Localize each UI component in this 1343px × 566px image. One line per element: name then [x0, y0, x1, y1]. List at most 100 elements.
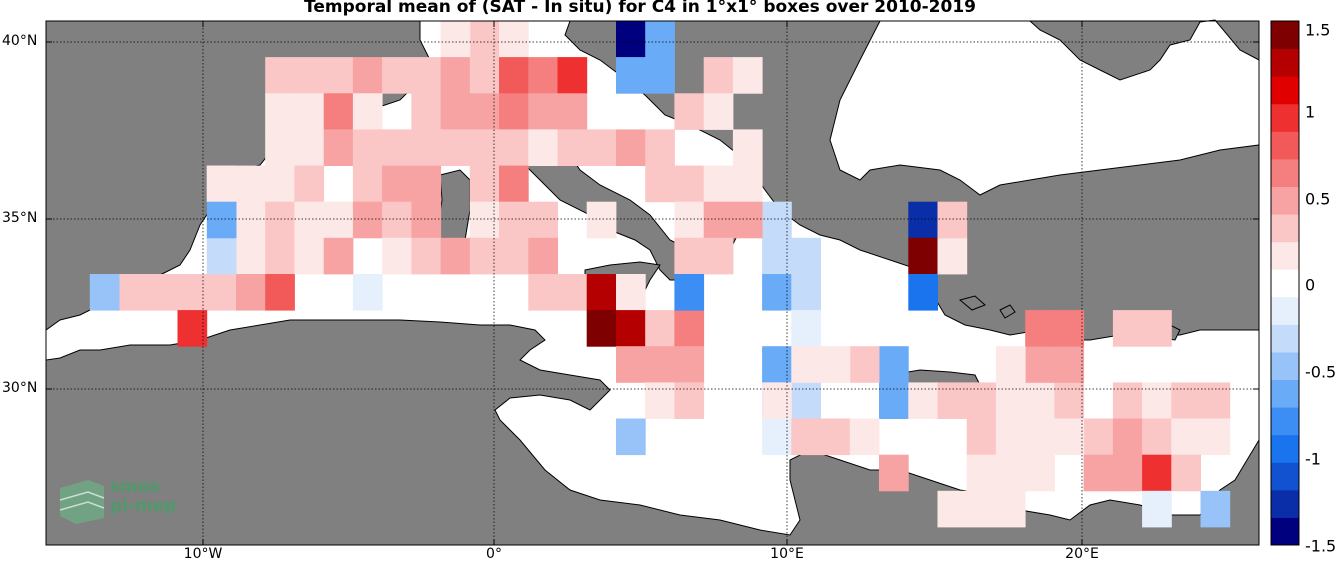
data-cell — [469, 93, 500, 130]
data-cell — [820, 418, 851, 456]
colorbar-swatch — [1271, 103, 1299, 132]
data-cell — [1142, 382, 1172, 419]
data-cell — [294, 93, 325, 130]
data-cell — [791, 418, 821, 456]
data-cell — [1054, 346, 1085, 383]
colorbar-swatch — [1271, 489, 1299, 518]
data-cell — [703, 237, 734, 275]
data-cell — [1112, 310, 1143, 347]
data-cell — [352, 93, 383, 130]
data-cell — [674, 93, 705, 130]
data-cell — [791, 274, 821, 311]
data-cell — [206, 201, 237, 239]
data-cell — [265, 237, 295, 275]
data-cell — [499, 129, 529, 166]
data-cell — [674, 274, 705, 311]
data-cell — [469, 237, 500, 275]
colorbar-swatch — [1271, 269, 1299, 298]
data-cell — [469, 57, 500, 94]
data-cell — [265, 129, 295, 166]
data-cell — [557, 274, 588, 311]
data-cell — [1200, 382, 1231, 419]
data-cell — [440, 21, 471, 58]
data-cell — [1200, 418, 1231, 456]
data-cell — [586, 129, 617, 166]
colorbar-swatch — [1271, 324, 1299, 353]
colorbar-tick-label: 1 — [1305, 102, 1316, 122]
data-cell — [352, 165, 383, 203]
data-cell — [1171, 382, 1201, 419]
data-cell — [616, 310, 646, 347]
data-cell — [177, 310, 208, 347]
data-cell — [323, 129, 354, 166]
data-cell — [1142, 490, 1172, 528]
colorbar-swatch — [1271, 214, 1299, 243]
colorbar-swatch — [1271, 76, 1299, 105]
data-cell — [89, 274, 120, 311]
data-cell — [732, 57, 763, 94]
data-cell — [177, 274, 208, 311]
data-cell — [1112, 382, 1143, 419]
data-cell — [966, 454, 997, 492]
data-cell — [616, 57, 646, 94]
data-cell — [674, 165, 705, 203]
data-cell — [499, 237, 529, 275]
colorbar-swatch — [1271, 407, 1299, 436]
data-cell — [557, 93, 588, 130]
data-cell — [148, 274, 178, 311]
data-cell — [616, 418, 646, 456]
data-cell — [645, 346, 675, 383]
data-cell — [791, 382, 821, 419]
data-cell — [528, 237, 558, 275]
data-cell — [703, 93, 734, 130]
data-cell — [674, 237, 705, 275]
data-cell — [411, 57, 442, 94]
data-cell — [352, 274, 383, 311]
data-cell — [323, 237, 354, 275]
colorbar-swatch — [1271, 351, 1299, 380]
x-tick-label: 10°W — [183, 546, 223, 562]
data-cell — [703, 57, 734, 94]
data-cell — [265, 57, 295, 94]
data-cell — [352, 129, 383, 166]
data-cell — [791, 310, 821, 347]
data-cell — [616, 21, 646, 58]
colorbar-swatch — [1271, 434, 1299, 463]
data-cell — [411, 93, 442, 130]
data-cell — [1112, 454, 1143, 492]
data-cell — [265, 201, 295, 239]
data-cell — [499, 57, 529, 94]
data-cell — [1171, 454, 1201, 492]
data-cell — [236, 237, 266, 275]
data-cell — [1200, 490, 1231, 528]
data-cell — [1025, 454, 1055, 492]
data-cell — [1054, 418, 1085, 456]
data-cell — [411, 201, 442, 239]
data-cell — [1142, 310, 1172, 347]
graticule — [46, 21, 1259, 545]
data-cell — [265, 165, 295, 203]
data-cell — [879, 346, 909, 383]
data-cell — [645, 129, 675, 166]
data-cell — [645, 382, 675, 419]
data-cell — [732, 129, 763, 166]
colorbar-tick-label: -0.5 — [1305, 362, 1337, 382]
data-cell — [791, 237, 821, 275]
data-cell — [674, 382, 705, 419]
data-cell — [937, 490, 968, 528]
data-cell — [966, 418, 997, 456]
colorbar-frame — [1270, 20, 1300, 546]
data-cell — [499, 201, 529, 239]
data-cell — [294, 129, 325, 166]
colorbar-swatch — [1271, 131, 1299, 160]
data-cell — [294, 237, 325, 275]
data-cell — [440, 237, 471, 275]
data-cell — [411, 129, 442, 166]
data-cell — [323, 201, 354, 239]
data-cell — [206, 165, 237, 203]
data-cell — [294, 57, 325, 94]
data-cell — [528, 57, 558, 94]
smos-logo-icon — [59, 480, 105, 524]
data-cell — [119, 274, 149, 311]
